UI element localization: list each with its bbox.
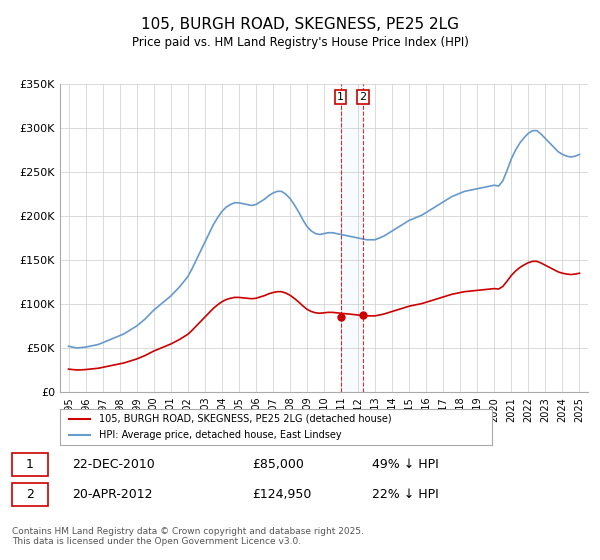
- Text: 20-APR-2012: 20-APR-2012: [72, 488, 152, 501]
- FancyBboxPatch shape: [12, 483, 48, 506]
- Text: 2: 2: [26, 488, 34, 501]
- Text: 49% ↓ HPI: 49% ↓ HPI: [372, 458, 439, 470]
- Text: 105, BURGH ROAD, SKEGNESS, PE25 2LG: 105, BURGH ROAD, SKEGNESS, PE25 2LG: [141, 17, 459, 32]
- Text: Contains HM Land Registry data © Crown copyright and database right 2025.
This d: Contains HM Land Registry data © Crown c…: [12, 526, 364, 546]
- Text: 105, BURGH ROAD, SKEGNESS, PE25 2LG (detached house): 105, BURGH ROAD, SKEGNESS, PE25 2LG (det…: [99, 414, 392, 424]
- Text: Price paid vs. HM Land Registry's House Price Index (HPI): Price paid vs. HM Land Registry's House …: [131, 36, 469, 49]
- FancyBboxPatch shape: [12, 452, 48, 475]
- Text: HPI: Average price, detached house, East Lindsey: HPI: Average price, detached house, East…: [99, 430, 341, 440]
- Text: 1: 1: [26, 458, 34, 470]
- Bar: [341, 84, 363, 392]
- Text: 1: 1: [337, 92, 344, 102]
- Text: 2: 2: [359, 92, 367, 102]
- Text: £85,000: £85,000: [252, 458, 304, 470]
- Text: £124,950: £124,950: [252, 488, 311, 501]
- Text: 22-DEC-2010: 22-DEC-2010: [72, 458, 155, 470]
- Text: 22% ↓ HPI: 22% ↓ HPI: [372, 488, 439, 501]
